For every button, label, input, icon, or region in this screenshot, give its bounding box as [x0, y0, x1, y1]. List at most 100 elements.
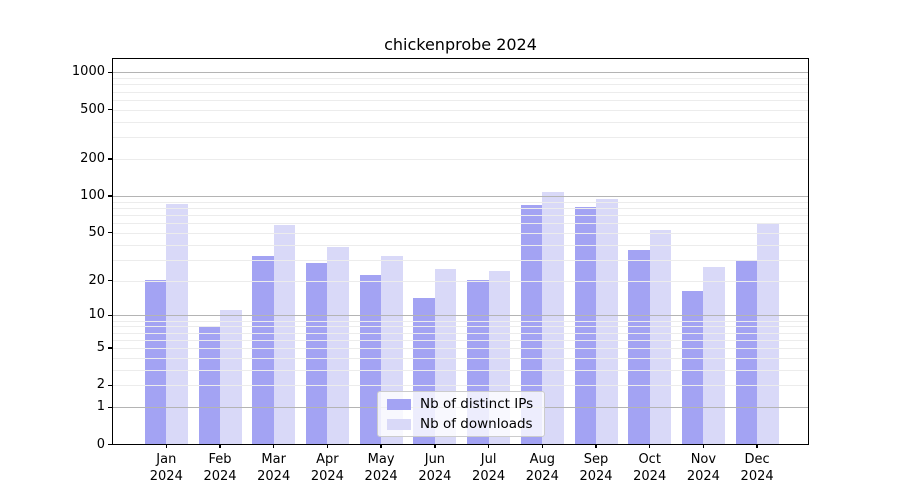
minor-gridline: [113, 369, 808, 371]
minor-gridline: [113, 357, 808, 359]
y-tick-label: 20: [88, 272, 105, 288]
legend-label-downloads: Nb of downloads: [420, 415, 533, 432]
x-tick-mark: [595, 444, 597, 448]
x-tick-mark: [541, 444, 543, 448]
minor-gridline: [113, 332, 808, 334]
x-tick-label-jul: Jul 2024: [472, 452, 506, 484]
legend-label-distinct-ips: Nb of distinct IPs: [420, 395, 534, 412]
x-tick-label-dec: Dec 2024: [740, 452, 774, 484]
bar-oct-distinct-ips: [628, 249, 650, 444]
bar-nov-downloads: [703, 266, 725, 444]
bar-oct-downloads: [649, 230, 672, 444]
bar-may-distinct-ips: [359, 275, 382, 444]
y-tick-mark: [108, 406, 112, 408]
legend-entry-downloads: Nb of downloads: [387, 416, 544, 433]
x-tick-label-aug: Aug 2024: [525, 452, 559, 484]
minor-gridline: [113, 158, 808, 160]
x-tick-mark: [702, 444, 705, 448]
bar-aug-downloads: [542, 191, 564, 444]
minor-gridline: [113, 91, 808, 93]
y-tick-label: 10: [88, 307, 105, 323]
minor-gridline: [113, 84, 808, 86]
y-tick-mark: [108, 158, 112, 160]
x-tick-label-mar: Mar 2024: [257, 452, 291, 484]
bar-feb-distinct-ips: [198, 325, 220, 444]
minor-gridline: [113, 78, 808, 80]
major-gridline: [113, 196, 808, 197]
y-tick-label: 1: [96, 399, 105, 415]
x-tick-mark: [273, 444, 275, 448]
x-tick-label-oct: Oct 2024: [633, 452, 667, 484]
x-tick-label-may: May 2024: [364, 452, 398, 484]
x-tick-label-feb: Feb 2024: [203, 452, 237, 484]
x-tick-mark: [487, 444, 490, 448]
y-tick-mark: [108, 232, 112, 234]
major-gridline: [113, 315, 808, 317]
plot-area: [113, 59, 808, 444]
y-tick-label: 1000: [71, 64, 105, 80]
x-tick-mark: [165, 444, 167, 448]
y-tick-label: 2: [96, 377, 105, 393]
x-tick-label-sep: Sep 2024: [579, 452, 613, 484]
bar-dec-distinct-ips: [735, 260, 758, 444]
minor-gridline: [113, 201, 808, 203]
bar-feb-downloads: [220, 310, 242, 444]
bar-aug-distinct-ips: [520, 204, 543, 444]
legend: Nb of distinct IPs Nb of downloads: [377, 391, 545, 437]
x-tick-mark: [649, 444, 651, 448]
bar-apr-downloads: [327, 246, 349, 444]
y-tick-mark: [108, 71, 112, 74]
minor-gridline: [113, 326, 808, 328]
legend-entry-distinct-ips: Nb of distinct IPs: [387, 396, 544, 413]
y-tick-label: 5: [96, 340, 105, 355]
x-tick-mark: [756, 444, 758, 448]
bar-apr-distinct-ips: [305, 262, 328, 444]
y-tick-mark: [108, 347, 112, 349]
x-tick-mark: [219, 444, 221, 448]
minor-gridline: [113, 339, 808, 341]
minor-gridline: [113, 385, 808, 387]
x-tick-mark: [434, 444, 436, 448]
bar-mar-distinct-ips: [252, 255, 274, 444]
minor-gridline: [113, 137, 808, 139]
minor-gridline: [113, 244, 808, 246]
bar-dec-downloads: [757, 224, 779, 444]
minor-gridline: [113, 320, 808, 322]
chart-title: chickenprobe 2024: [384, 35, 537, 54]
legend-swatch-downloads: [387, 418, 411, 430]
minor-gridline: [113, 99, 808, 101]
x-tick-mark: [380, 444, 382, 448]
minor-gridline: [113, 223, 808, 225]
x-tick-label-jan: Jan 2024: [149, 452, 183, 484]
minor-gridline: [113, 214, 808, 216]
minor-gridline: [113, 259, 808, 261]
legend-swatch-distinct-ips: [387, 398, 411, 410]
y-tick-mark: [108, 279, 112, 282]
y-tick-label: 100: [80, 188, 105, 203]
minor-gridline: [113, 232, 808, 234]
minor-gridline: [113, 109, 808, 111]
x-tick-label-nov: Nov 2024: [686, 452, 720, 484]
y-tick-mark: [108, 109, 112, 111]
y-tick-mark: [108, 195, 112, 197]
major-gridline: [113, 72, 808, 74]
bar-sep-distinct-ips: [574, 206, 596, 444]
y-tick-label: 200: [80, 150, 105, 166]
minor-gridline: [113, 121, 808, 123]
bar-mar-downloads: [273, 225, 296, 444]
bar-nov-distinct-ips: [681, 291, 704, 444]
grid-layer: [113, 59, 808, 444]
y-tick-mark: [108, 314, 112, 317]
y-tick-label: 50: [88, 224, 105, 240]
bar-jan-downloads: [166, 203, 188, 444]
minor-gridline: [113, 348, 808, 349]
minor-gridline: [113, 280, 808, 282]
x-tick-label-apr: Apr 2024: [310, 452, 344, 484]
y-tick-label: 0: [96, 436, 105, 452]
y-tick-mark: [108, 443, 112, 446]
minor-gridline: [113, 207, 808, 209]
x-tick-mark: [326, 444, 329, 448]
x-tick-label-jun: Jun 2024: [418, 452, 452, 484]
y-tick-label: 500: [80, 101, 105, 117]
